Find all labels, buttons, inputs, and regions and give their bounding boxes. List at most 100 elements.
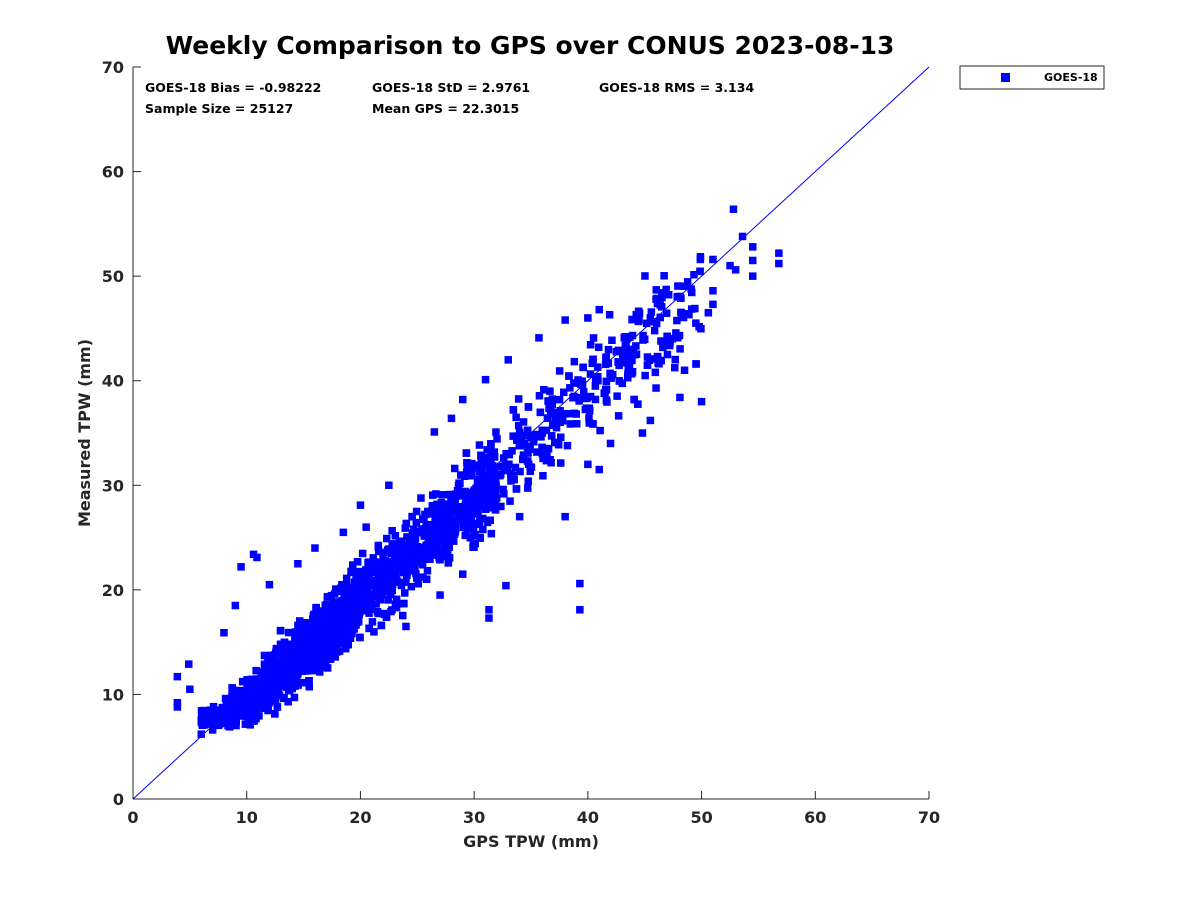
data-point — [663, 332, 671, 341]
data-point — [519, 455, 527, 464]
data-point — [342, 589, 351, 597]
data-point — [256, 684, 265, 692]
data-point — [285, 686, 294, 695]
data-point — [186, 685, 194, 693]
data-point — [437, 504, 445, 512]
data-point — [358, 600, 366, 608]
data-point — [414, 548, 422, 557]
data-point — [619, 352, 627, 360]
data-point — [492, 494, 501, 502]
data-point — [596, 426, 604, 435]
data-point — [231, 601, 240, 610]
data-point — [569, 394, 577, 402]
data-point — [319, 615, 327, 623]
data-point — [388, 606, 396, 614]
data-point — [338, 581, 346, 589]
data-point — [476, 492, 484, 500]
data-point — [519, 451, 528, 459]
data-point — [403, 541, 412, 550]
data-point — [314, 630, 322, 639]
data-point — [620, 334, 628, 342]
data-point — [373, 608, 382, 616]
data-point — [403, 550, 411, 559]
data-point — [572, 420, 581, 428]
data-point — [620, 359, 629, 367]
data-point — [676, 393, 684, 402]
data-point — [576, 379, 584, 387]
data-point — [276, 626, 285, 635]
data-point — [658, 293, 666, 302]
data-point — [417, 494, 425, 502]
data-point — [173, 699, 182, 707]
data-point — [647, 308, 656, 316]
data-point — [271, 710, 279, 718]
data-point — [487, 453, 495, 461]
y-tick-label: 0 — [113, 790, 124, 809]
data-point — [410, 530, 419, 539]
data-point — [377, 559, 385, 567]
data-point — [339, 528, 348, 537]
data-point — [593, 363, 602, 371]
data-point — [579, 363, 587, 372]
data-point — [247, 692, 256, 700]
data-point — [257, 668, 266, 676]
data-point — [238, 677, 247, 686]
data-point — [544, 397, 552, 405]
data-point — [423, 545, 431, 553]
data-point — [447, 414, 456, 423]
data-point — [390, 565, 398, 573]
data-point — [267, 694, 275, 703]
data-point — [260, 651, 269, 660]
data-point — [436, 538, 444, 546]
data-point — [504, 356, 512, 364]
data-point — [652, 384, 660, 392]
data-point — [316, 668, 324, 676]
data-point — [466, 495, 474, 503]
data-point — [538, 450, 547, 458]
data-point — [318, 646, 326, 655]
data-point — [477, 457, 486, 466]
data-point — [502, 581, 510, 590]
data-point — [650, 326, 659, 335]
data-point — [566, 420, 574, 428]
data-point — [324, 606, 332, 614]
data-point — [393, 551, 402, 559]
data-point — [687, 285, 695, 293]
data-point — [512, 413, 520, 422]
data-point — [591, 395, 600, 404]
data-point — [642, 319, 651, 328]
data-point — [580, 388, 588, 396]
data-point — [467, 489, 476, 498]
data-point — [197, 730, 205, 738]
data-point — [411, 556, 419, 564]
data-point — [279, 674, 288, 682]
data-point — [677, 294, 685, 302]
data-point — [450, 537, 458, 545]
data-point — [422, 575, 431, 583]
data-point — [452, 524, 460, 533]
data-point — [312, 649, 320, 658]
data-point — [671, 363, 679, 372]
data-point — [325, 612, 333, 621]
data-point — [442, 529, 450, 537]
data-point — [313, 643, 321, 651]
data-point — [519, 418, 528, 426]
data-point — [428, 502, 437, 510]
data-point — [554, 441, 563, 449]
data-point — [675, 331, 684, 340]
data-point — [490, 453, 499, 461]
data-point — [565, 372, 573, 380]
data-point — [457, 492, 465, 500]
data-point — [602, 386, 610, 394]
data-point — [729, 205, 738, 213]
data-point — [442, 535, 450, 543]
data-point — [276, 640, 285, 648]
data-point — [284, 698, 292, 706]
data-point — [231, 686, 240, 695]
data-point — [516, 467, 524, 476]
data-point — [356, 633, 364, 642]
data-point — [208, 726, 217, 734]
data-point — [650, 318, 659, 326]
data-point — [490, 448, 499, 456]
data-point — [322, 624, 330, 632]
